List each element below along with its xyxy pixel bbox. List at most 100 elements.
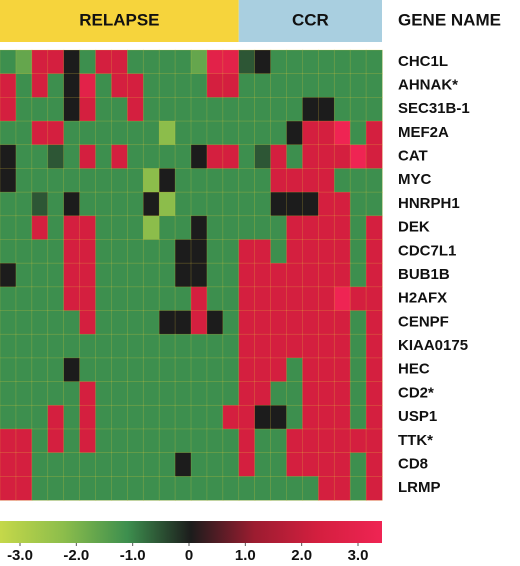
heatmap-cell: [333, 239, 351, 264]
heatmap-cell: [111, 144, 129, 170]
heatmap-cell: [63, 120, 81, 146]
heatmap-cell: [95, 49, 113, 75]
heatmap-cell: [142, 404, 160, 430]
heatmap-cell: [318, 144, 335, 170]
heatmap-cell: [63, 97, 81, 122]
heatmap-cell: [158, 215, 176, 241]
heatmap-cell: [127, 262, 144, 288]
gene-label: MYC: [398, 171, 432, 188]
heatmap-cell: [254, 215, 272, 241]
heatmap-cell: [142, 428, 160, 454]
heatmap-cell: [190, 97, 208, 122]
heatmap-cell: [31, 262, 49, 288]
heatmap-cell: [270, 286, 288, 312]
heatmap-cell: [349, 428, 367, 454]
heatmap-cell: [31, 428, 49, 454]
heatmap-cell: [47, 73, 65, 99]
heatmap-cell: [222, 404, 240, 430]
heatmap-cell: [222, 215, 240, 241]
heatmap-cell: [31, 144, 49, 170]
heatmap-cell: [333, 381, 351, 406]
heatmap-cell: [95, 120, 113, 146]
heatmap-cell: [318, 286, 335, 312]
heatmap-cell: [222, 381, 240, 406]
heatmap-cell: [47, 144, 65, 170]
heatmap-cell: [365, 476, 383, 501]
heatmap-cell: [127, 428, 144, 454]
heatmap-cell: [222, 452, 240, 478]
heatmap-cell: [47, 120, 65, 146]
heatmap-cell: [31, 404, 49, 430]
heatmap-cell: [206, 191, 224, 217]
heatmap-cell: [127, 286, 144, 312]
heatmap-cell: [31, 97, 49, 122]
heatmap-cell: [222, 310, 240, 335]
heatmap-cell: [111, 286, 129, 312]
heatmap-cell: [127, 333, 144, 359]
heatmap-cell: [190, 357, 208, 383]
gene-label: HNRPH1: [398, 195, 460, 212]
gene-label: TTK*: [398, 432, 433, 449]
heatmap-cell: [142, 286, 160, 312]
heatmap-cell: [47, 168, 65, 193]
heatmap-cell: [142, 452, 160, 478]
heatmap-cell: [63, 73, 81, 99]
heatmap-cell: [142, 262, 160, 288]
heatmap-cell: [254, 262, 272, 288]
heatmap-cell: [270, 97, 288, 122]
heatmap-cell: [79, 476, 97, 501]
heatmap-cell: [238, 333, 256, 359]
heatmap-cell: [302, 73, 320, 99]
heatmap-cell: [0, 286, 17, 312]
heatmap-cell: [333, 476, 351, 501]
heatmap-cell: [302, 476, 320, 501]
heatmap-cell: [206, 73, 224, 99]
heatmap-cell: [238, 168, 256, 193]
heatmap-cell: [111, 120, 129, 146]
heatmap-cell: [206, 239, 224, 264]
heatmap-cell: [127, 191, 144, 217]
heatmap-cell: [302, 168, 320, 193]
heatmap-cell: [222, 476, 240, 501]
heatmap-cell: [15, 476, 33, 501]
heatmap-cell: [318, 452, 335, 478]
heatmap-cell: [222, 73, 240, 99]
heatmap-cell: [95, 168, 113, 193]
heatmap-cell: [174, 191, 192, 217]
heatmap-cell: [333, 333, 351, 359]
heatmap-cell: [63, 357, 81, 383]
heatmap-cell: [15, 357, 33, 383]
heatmap-cell: [206, 168, 224, 193]
heatmap-cell: [15, 120, 33, 146]
heatmap-cell: [79, 310, 97, 335]
heatmap-cell: [270, 168, 288, 193]
heatmap-cell: [333, 144, 351, 170]
heatmap-cell: [286, 97, 304, 122]
gene-label: DEK: [398, 219, 430, 236]
heatmap-cell: [190, 239, 208, 264]
heatmap-cell: [174, 97, 192, 122]
heatmap-cell: [95, 428, 113, 454]
color-tick-label: 2.0: [291, 547, 312, 564]
heatmap-cell: [79, 286, 97, 312]
heatmap-cell: [127, 120, 144, 146]
heatmap-cell: [31, 73, 49, 99]
heatmap-cell: [127, 144, 144, 170]
heatmap-cell: [15, 49, 33, 75]
heatmap-cell: [95, 144, 113, 170]
heatmap-cell: [79, 120, 97, 146]
heatmap-cell: [31, 286, 49, 312]
heatmap-cell: [63, 428, 81, 454]
heatmap-cell: [111, 49, 129, 75]
heatmap-cell: [365, 262, 383, 288]
heatmap-cell: [254, 357, 272, 383]
gene-label: CHC1L: [398, 53, 448, 70]
heatmap-cell: [254, 476, 272, 501]
heatmap-cell: [333, 191, 351, 217]
heatmap-cell: [79, 404, 97, 430]
gene-label: CENPF: [398, 313, 449, 330]
heatmap-cell: [174, 310, 192, 335]
heatmap-cell: [127, 310, 144, 335]
heatmap-cell: [63, 333, 81, 359]
heatmap-cell: [333, 286, 351, 312]
